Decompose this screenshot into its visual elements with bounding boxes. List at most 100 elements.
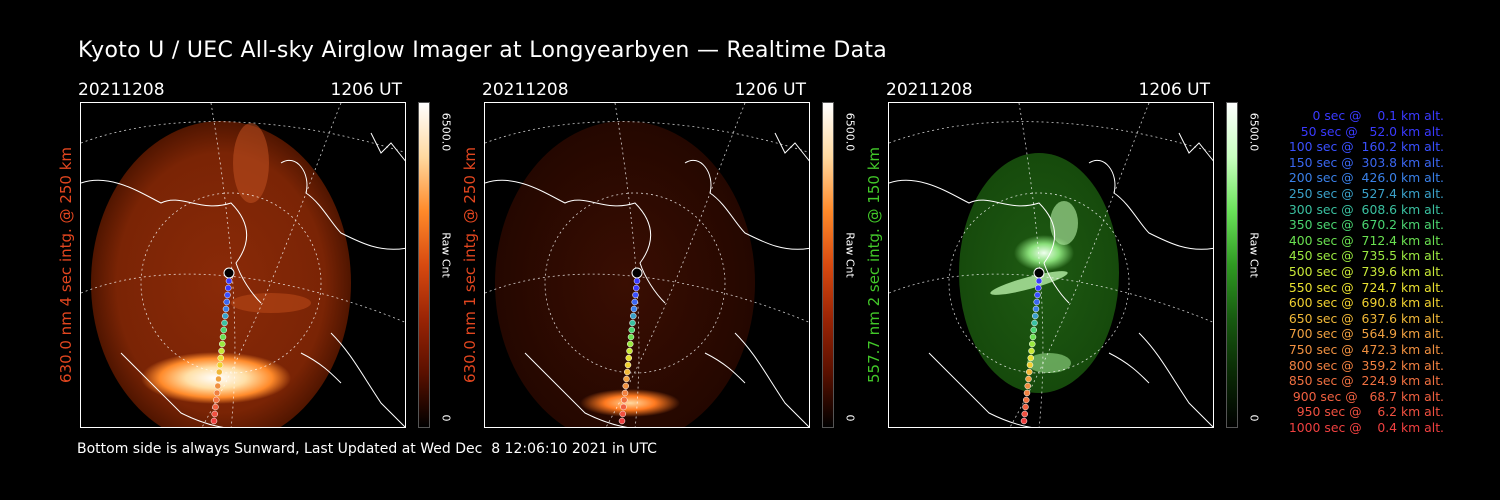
trajectory-point	[630, 312, 637, 320]
colorbar-min: 0	[1247, 414, 1261, 422]
aurora-bright	[1014, 235, 1074, 271]
coastlines	[81, 132, 405, 427]
colorbar-max-wrap: 6500.0	[438, 102, 454, 162]
trajectory	[210, 267, 235, 425]
trajectory-point	[633, 284, 640, 292]
colorbar-min-wrap: 0	[842, 410, 858, 426]
colorbar-unit: Raw Cnt	[843, 232, 857, 278]
trajectory-point	[1025, 375, 1032, 383]
legend-item: 900 sec @ 68.7 km alt.	[1292, 388, 1444, 404]
colorbar-max-wrap: 6500.0	[1246, 102, 1262, 162]
trajectory-point	[219, 340, 226, 348]
trajectory-point	[621, 389, 629, 397]
trajectory-point	[217, 354, 224, 362]
trajectory-point	[1030, 326, 1037, 334]
trajectory-point	[626, 347, 633, 355]
trajectory-point	[1029, 340, 1036, 348]
trajectory-point	[630, 305, 638, 313]
trajectory-point	[214, 382, 221, 390]
panel-date: 20211208	[482, 80, 569, 100]
panel-time: 1206 UT	[330, 80, 403, 100]
trajectory-point	[632, 291, 639, 299]
trajectory-legend: 0 sec @ 0.1 km alt. 50 sec @ 52.0 km alt…	[1262, 108, 1444, 435]
trajectory-point	[1023, 396, 1030, 404]
channel-label: 630.0 nm 4 sec intg. @ 250 km	[57, 146, 75, 384]
colorbar	[418, 102, 430, 428]
page-title: Kyoto U / UEC All-sky Airglow Imager at …	[78, 38, 888, 63]
trajectory-point	[629, 319, 636, 327]
colorbar-unit-wrap: Raw Cnt	[1246, 220, 1262, 290]
trajectory-point	[1021, 410, 1028, 418]
trajectory-point	[621, 396, 628, 404]
trajectory-point	[1033, 298, 1040, 306]
trajectory-start-marker	[1033, 267, 1045, 279]
trajectory-point	[216, 368, 223, 376]
trajectory-point	[1029, 333, 1037, 341]
coastlines	[485, 132, 809, 427]
trajectory-point	[1027, 354, 1034, 362]
legend-item: 400 sec @ 712.4 km alt.	[1288, 232, 1444, 248]
legend-item: 800 sec @ 359.2 km alt.	[1288, 357, 1444, 373]
legend-item: 50 sec @ 52.0 km alt.	[1300, 123, 1444, 139]
colorbar	[822, 102, 834, 428]
trajectory-point	[627, 340, 634, 348]
colorbar-min: 0	[843, 414, 857, 422]
trajectory-point	[1032, 312, 1039, 320]
trajectory-point	[618, 417, 626, 425]
trajectory-point	[225, 284, 232, 292]
trajectory-point	[221, 319, 228, 327]
trajectory-point	[212, 403, 219, 411]
legend-item: 300 sec @ 608.6 km alt.	[1288, 201, 1444, 217]
trajectory-point	[218, 347, 225, 355]
panel-date: 20211208	[886, 80, 973, 100]
panel-630nm-4sec: 20211208 1206 UT 630.0 nm 4 sec intg. @ …	[57, 80, 460, 430]
channel-label: 630.0 nm 1 sec intg. @ 250 km	[461, 146, 479, 384]
trajectory-point	[622, 382, 629, 390]
trajectory-point	[625, 354, 632, 362]
panel-time: 1206 UT	[1138, 80, 1211, 100]
trajectory-point	[1035, 277, 1043, 285]
colorbar-unit: Raw Cnt	[1247, 232, 1261, 278]
colorbar-unit: Raw Cnt	[439, 232, 453, 278]
trajectory-point	[1035, 284, 1042, 292]
trajectory-point	[619, 410, 626, 418]
legend-item: 600 sec @ 690.8 km alt.	[1288, 295, 1444, 311]
trajectory-start-marker	[631, 267, 643, 279]
panel-630nm-1sec: 20211208 1206 UT 630.0 nm 1 sec intg. @ …	[461, 80, 864, 430]
colorbar-unit-wrap: Raw Cnt	[438, 220, 454, 290]
legend-item: 950 sec @ 6.2 km alt.	[1296, 404, 1444, 420]
trajectory-point	[219, 333, 227, 341]
panel-time: 1206 UT	[734, 80, 807, 100]
channel-label: 557.7 nm 2 sec intg. @ 150 km	[865, 146, 883, 384]
colorbar-max: 6500.0	[1247, 112, 1261, 152]
legend-item: 550 sec @ 724.7 km alt.	[1288, 279, 1444, 295]
trajectory-point	[225, 277, 233, 285]
trajectory-point	[1026, 361, 1034, 369]
allsky-image	[484, 102, 810, 428]
sky-disk	[495, 121, 755, 427]
channel-label-wrap: 630.0 nm 1 sec intg. @ 250 km	[460, 102, 480, 428]
legend-item: 500 sec @ 739.6 km alt.	[1288, 263, 1444, 279]
trajectory-start-marker	[223, 267, 235, 279]
legend-item: 350 sec @ 670.2 km alt.	[1288, 217, 1444, 233]
legend-item: 0 sec @ 0.1 km alt.	[1312, 108, 1444, 123]
legend-item: 1000 sec @ 0.4 km alt.	[1288, 419, 1444, 435]
colorbar-max: 6500.0	[439, 112, 453, 152]
colorbar-unit-wrap: Raw Cnt	[842, 220, 858, 290]
legend-item: 850 sec @ 224.9 km alt.	[1288, 373, 1444, 389]
legend-item: 700 sec @ 564.9 km alt.	[1288, 326, 1444, 342]
legend-item: 200 sec @ 426.0 km alt.	[1288, 170, 1444, 186]
trajectory-point	[620, 403, 627, 411]
trajectory	[1020, 267, 1045, 425]
trajectory-point	[213, 389, 221, 397]
legend-item: 450 sec @ 735.5 km alt.	[1288, 248, 1444, 264]
colorbar-max-wrap: 6500.0	[842, 102, 858, 162]
trajectory-point	[633, 277, 641, 285]
colorbar	[1226, 102, 1238, 428]
legend-item: 250 sec @ 527.4 km alt.	[1288, 185, 1444, 201]
trajectory-point	[1020, 417, 1028, 425]
footer-note: Bottom side is always Sunward, Last Upda…	[77, 441, 657, 457]
trajectory-point	[631, 298, 638, 306]
trajectory-point	[1028, 347, 1035, 355]
grid-lines	[81, 103, 405, 427]
